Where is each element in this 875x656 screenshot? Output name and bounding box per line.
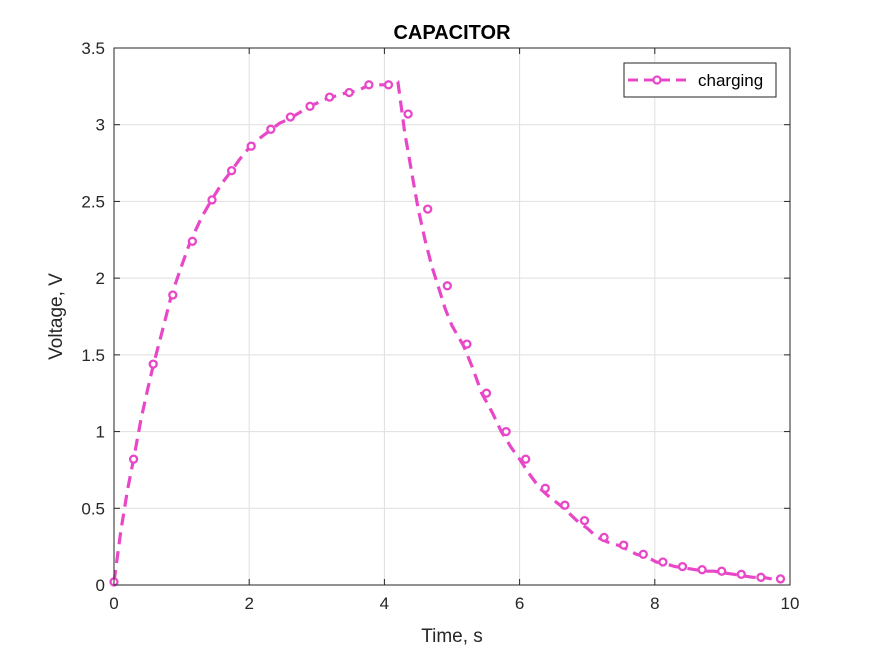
- data-point: [736, 569, 746, 579]
- x-tick-label: 0: [109, 594, 118, 613]
- data-point: [383, 80, 394, 90]
- data-point: [540, 483, 550, 493]
- legend: charging: [623, 62, 777, 98]
- data-point: [226, 166, 237, 176]
- data-point: [579, 515, 590, 526]
- y-tick-label: 3: [96, 116, 105, 135]
- data-point: [619, 540, 629, 550]
- data-point: [775, 574, 786, 584]
- data-point: [364, 80, 374, 90]
- data-point: [521, 454, 531, 464]
- series-layer: [109, 80, 786, 587]
- x-tick-label: 6: [515, 594, 524, 613]
- data-point: [266, 124, 276, 134]
- axis-ticks: 0 2 4 6 8 10 0 0.5 1 1.5 2 2.5 3 3.5: [81, 39, 799, 613]
- data-point: [207, 195, 217, 205]
- x-axis-label: Time, s: [421, 626, 483, 647]
- data-point: [638, 549, 648, 559]
- data-point: [717, 566, 727, 576]
- x-tick-label: 2: [244, 594, 253, 613]
- data-point: [442, 281, 452, 291]
- plot-area: [114, 48, 790, 585]
- y-tick-label: 2.5: [81, 192, 105, 211]
- data-point: [462, 339, 472, 349]
- data-point: [168, 290, 178, 300]
- data-point: [658, 557, 668, 567]
- y-tick-label: 0: [96, 576, 105, 595]
- x-tick-label: 8: [650, 594, 659, 613]
- y-tick-label: 1: [96, 423, 105, 442]
- data-point: [285, 112, 296, 122]
- data-point: [403, 109, 413, 119]
- x-tick-label: 4: [380, 594, 389, 613]
- data-point: [697, 565, 707, 575]
- data-point: [344, 87, 354, 98]
- data-point: [187, 236, 198, 246]
- data-point: [756, 572, 766, 582]
- data-point: [481, 388, 492, 398]
- data-point: [246, 141, 256, 151]
- data-point: [599, 532, 609, 543]
- plot-border: [113, 47, 791, 586]
- legend-entry-charging: charging: [698, 71, 763, 90]
- series-line-0: [112, 80, 772, 583]
- data-point: [324, 92, 335, 102]
- data-point: [501, 426, 511, 437]
- data-point: [677, 561, 688, 572]
- y-tick-label: 1.5: [81, 346, 105, 365]
- data-point: [148, 359, 158, 369]
- data-point: [560, 500, 570, 510]
- y-tick-label: 3.5: [81, 39, 105, 58]
- y-tick-label: 2: [96, 269, 105, 288]
- x-tick-label: 10: [781, 594, 800, 613]
- data-point: [423, 204, 433, 214]
- y-tick-label: 0.5: [81, 499, 105, 518]
- chart-title: CAPACITOR: [393, 22, 511, 44]
- data-point: [305, 101, 315, 111]
- legend-marker-sample: [652, 75, 662, 85]
- y-axis-label: Voltage, V: [46, 273, 67, 360]
- data-point: [128, 454, 139, 464]
